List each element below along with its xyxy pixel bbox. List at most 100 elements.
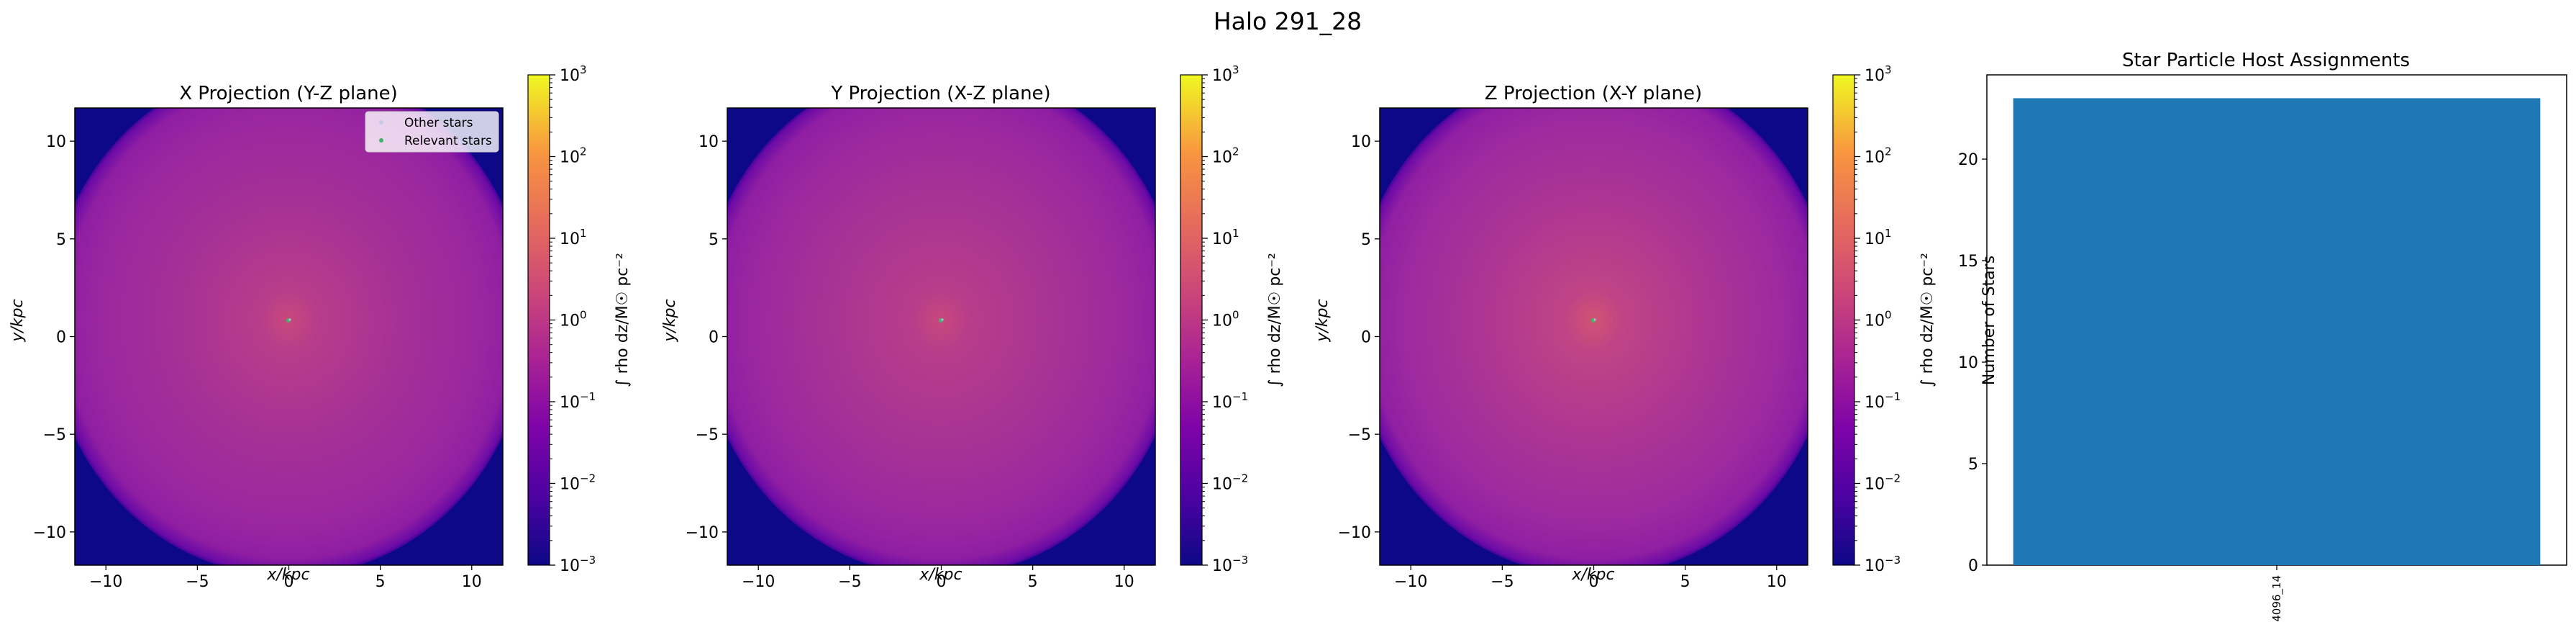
x-axis-label: x/kpc: [266, 566, 309, 584]
colorbar-tick-label: 100: [1212, 309, 1239, 330]
x-tick-label: 5: [1028, 573, 1038, 591]
colorbar-tick-label: 102: [560, 145, 587, 167]
panel-title: X Projection (Y-Z plane): [179, 83, 398, 104]
bar-chart-panel: Star Particle Host Assignments 05101520 …: [1958, 50, 2567, 622]
bar-chart-title: Star Particle Host Assignments: [2122, 50, 2410, 71]
projection-panel-y: Y Projection (X-Z plane) −10 −5 0 5 10 1050−…: [661, 83, 1156, 591]
x-tick-label: 10: [462, 573, 482, 591]
colorbar-x: 103 102 101 100 10−1 10−2 10−3 ∫ rho dz/M☉ pc⁻²: [527, 63, 632, 575]
y-tick-label: −10: [1338, 524, 1371, 542]
x-tick-label: −10: [742, 573, 775, 591]
colorbar-tick-label: 100: [560, 309, 587, 330]
x-tick-label: 0: [284, 573, 294, 591]
colorbar-label: ∫ rho dz/M☉ pc⁻²: [1919, 253, 1936, 387]
legend-other-stars: Other stars: [404, 116, 473, 130]
bar: [2013, 98, 2541, 565]
legend-relevant-stars: Relevant stars: [404, 134, 492, 148]
x-axis-label: x/kpc: [919, 566, 962, 584]
x-tick-label: −5: [1490, 573, 1514, 591]
other-star-marker: [941, 318, 944, 321]
density-halo: [727, 108, 1155, 565]
x-tick-label: −5: [186, 573, 209, 591]
x-axis-label: x/kpc: [1571, 566, 1614, 584]
x-tick-label: −10: [1394, 573, 1427, 591]
x-tick-label: 0: [1589, 573, 1599, 591]
colorbar-tick-label: 10−2: [1212, 472, 1248, 494]
colorbar-tick-label: 10−1: [560, 390, 596, 412]
x-ticks: −10 −5 0 5 10: [742, 565, 1134, 591]
y-ticks: 10 5 0 −5 −10: [33, 133, 75, 542]
y-tick-label: −5: [43, 426, 66, 444]
other-star-marker: [1593, 318, 1596, 321]
colorbar-tick-label: 101: [560, 227, 587, 248]
y-tick-label: −10: [686, 524, 719, 542]
y-tick-label: 10: [1351, 133, 1371, 151]
colorbar-gradient: [527, 74, 550, 566]
y-ticks: 10 5 0 −5 −10: [686, 133, 727, 542]
bar-y-ticks: 0 5 10 15 20: [1958, 151, 1987, 575]
figure-title: Halo 291_28: [1214, 7, 1362, 35]
colorbar-tick-label: 103: [1865, 63, 1892, 85]
panel-title: Z Projection (X-Y plane): [1485, 83, 1702, 104]
bar-x-ticks: 4096_14: [2270, 565, 2284, 622]
bar-y-axis-label: Number of Stars: [1980, 256, 1998, 385]
y-ticks: 10 5 0 −5 −10: [1338, 133, 1380, 542]
density-halo: [1380, 108, 1808, 565]
y-tick-label: −5: [696, 426, 719, 444]
y-axis-label: y/kpc: [1314, 299, 1332, 342]
colorbar-tick-label: 103: [560, 63, 587, 85]
other-star-marker: [288, 318, 291, 321]
star-markers: [286, 318, 291, 323]
y-tick-label: 5: [709, 231, 719, 249]
bar-y-tick-label: 15: [1958, 253, 1978, 271]
colorbar-tick-label: 10−3: [560, 554, 596, 575]
bar-y-tick-label: 5: [1968, 456, 1978, 474]
x-tick-label: 5: [376, 573, 386, 591]
colorbar-tick-label: 101: [1865, 227, 1892, 248]
colorbar-gradient: [1832, 74, 1855, 566]
density-halo: [75, 108, 503, 565]
x-tick-label: 10: [1114, 573, 1134, 591]
bar-y-tick-label: 0: [1968, 557, 1978, 575]
y-tick-label: −5: [1348, 426, 1371, 444]
star-markers: [1591, 318, 1596, 323]
colorbar-tick-label: 10−2: [1865, 472, 1901, 494]
colorbar-tick-label: 103: [1212, 63, 1239, 85]
y-tick-label: 5: [56, 231, 66, 249]
y-tick-label: 0: [56, 329, 66, 347]
y-tick-label: 10: [698, 133, 719, 151]
bar-category-label: 4096_14: [2270, 575, 2284, 622]
colorbar-label: ∫ rho dz/M☉ pc⁻²: [1266, 253, 1284, 387]
colorbar-tick-label: 10−2: [560, 472, 596, 494]
projection-panel-z: Z Projection (X-Y plane) −10 −5 0 5 10 1050−…: [1314, 83, 1808, 591]
colorbar-label: ∫ rho dz/M☉ pc⁻²: [614, 253, 632, 387]
y-axis-label: y/kpc: [661, 299, 679, 342]
x-tick-label: 5: [1680, 573, 1690, 591]
y-tick-label: 0: [709, 329, 719, 347]
x-tick-label: 10: [1767, 573, 1787, 591]
colorbar-tick-label: 101: [1212, 227, 1239, 248]
legend-box: [365, 111, 499, 153]
colorbar-tick-label: 102: [1212, 145, 1239, 167]
colorbar-tick-label: 10−1: [1212, 390, 1248, 412]
colorbar-tick-label: 10−1: [1865, 390, 1901, 412]
y-axis-label: y/kpc: [9, 299, 27, 342]
y-tick-label: 0: [1361, 329, 1371, 347]
y-tick-label: 10: [46, 133, 66, 151]
x-ticks: −10 −5 0 5 10: [1394, 565, 1787, 591]
x-tick-label: 0: [937, 573, 947, 591]
bar-y-tick-label: 20: [1958, 151, 1978, 169]
colorbar-tick-label: 102: [1865, 145, 1892, 167]
star-markers: [939, 318, 944, 323]
colorbar-y: 103 102 101 100 10−1 10−2 10−3 ∫ rho dz/M☉ pc⁻²: [1180, 63, 1284, 575]
colorbar-z: 103 102 101 100 10−1 10−2 10−3 ∫ rho dz/M☉ pc⁻²: [1832, 63, 1936, 575]
other-stars-legend-marker: [379, 120, 383, 125]
legend: Other stars Relevant stars: [365, 111, 499, 153]
y-tick-label: −10: [33, 524, 66, 542]
colorbar-gradient: [1180, 74, 1203, 566]
y-tick-label: 5: [1361, 231, 1371, 249]
bar-y-tick-label: 10: [1958, 354, 1978, 372]
x-tick-label: −10: [89, 573, 122, 591]
x-ticks: −10 −5 0 5 10: [89, 565, 482, 591]
